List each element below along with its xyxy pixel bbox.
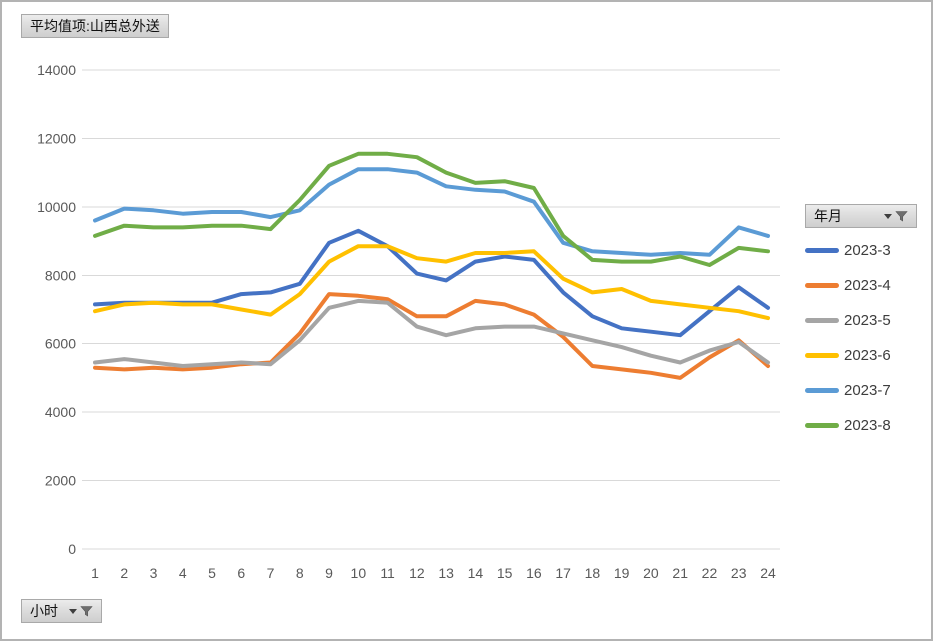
legend-item-2023-5[interactable]: 2023-5 [805,308,931,332]
x-tick-label: 17 [555,565,571,581]
x-tick-label: 14 [468,565,484,581]
x-tick-label: 6 [237,565,245,581]
legend-item-label: 2023-4 [844,276,891,294]
y-tick-label: 4000 [45,404,76,420]
x-tick-label: 3 [150,565,158,581]
x-tick-label: 15 [497,565,513,581]
legend-item-2023-3[interactable]: 2023-3 [805,238,931,262]
y-tick-label: 2000 [45,473,76,489]
x-tick-label: 1 [91,565,99,581]
y-tick-label: 0 [68,541,76,557]
axis-field-button[interactable]: 小时 [21,599,102,623]
legend-item-label: 2023-7 [844,381,891,399]
legend-items: 2023-3 2023-4 2023-5 2023-6 2023-7 2023-8 [805,238,931,437]
axis-field-label: 小时 [30,603,58,619]
x-tick-label: 5 [208,565,216,581]
chart-legend: 年月 2023-3 2023-4 2023-5 2023-6 2023-7 2023-8 [805,204,931,437]
x-tick-label: 9 [325,565,333,581]
legend-item-label: 2023-8 [844,416,891,434]
y-tick-label: 10000 [37,199,76,215]
legend-line-swatch [805,352,839,358]
x-tick-label: 23 [731,565,747,581]
dropdown-arrow-icon [884,213,892,219]
x-tick-label: 7 [267,565,275,581]
x-tick-label: 4 [179,565,187,581]
legend-item-2023-7[interactable]: 2023-7 [805,378,931,402]
x-tick-label: 21 [672,565,688,581]
series-line-2023-6[interactable] [93,244,770,321]
legend-item-label: 2023-3 [844,241,891,259]
y-tick-label: 14000 [37,62,76,78]
x-tick-label: 2 [120,565,128,581]
legend-item-2023-6[interactable]: 2023-6 [805,343,931,367]
x-tick-label: 24 [760,565,776,581]
x-tick-label: 10 [351,565,367,581]
x-tick-label: 20 [643,565,659,581]
x-tick-label: 16 [526,565,542,581]
y-tick-label: 6000 [45,336,76,352]
series-line-2023-4[interactable] [93,292,770,380]
legend-field-label: 年月 [814,208,842,224]
legend-line-swatch [805,387,839,393]
legend-line-swatch [805,247,839,253]
legend-field-icons [881,210,908,223]
x-tick-label: 12 [409,565,425,581]
x-tick-label: 19 [614,565,630,581]
x-tick-label: 8 [296,565,304,581]
x-tick-label: 11 [380,565,395,581]
x-tick-label: 18 [585,565,601,581]
filter-funnel-icon [80,605,93,617]
axis-field-icons [66,605,93,618]
legend-line-swatch [805,282,839,288]
series-line-2023-5[interactable] [93,298,770,368]
x-tick-label: 13 [438,565,454,581]
value-field-label: 平均值项:山西总外送 [30,18,160,34]
x-tick-label: 22 [702,565,718,581]
series-line-2023-7[interactable] [93,167,770,257]
legend-field-button[interactable]: 年月 [805,204,917,228]
value-field-button[interactable]: 平均值项:山西总外送 [21,14,169,38]
legend-line-swatch [805,317,839,323]
legend-line-swatch [805,422,839,428]
y-tick-label: 12000 [37,130,76,146]
dropdown-arrow-icon [69,608,77,614]
y-tick-label: 8000 [45,267,76,283]
legend-item-2023-8[interactable]: 2023-8 [805,413,931,437]
legend-item-2023-4[interactable]: 2023-4 [805,273,931,297]
series-line-2023-8[interactable] [93,151,770,267]
series-line-2023-3[interactable] [93,228,770,338]
filter-funnel-icon [895,210,908,222]
legend-item-label: 2023-5 [844,311,891,329]
legend-item-label: 2023-6 [844,346,891,364]
